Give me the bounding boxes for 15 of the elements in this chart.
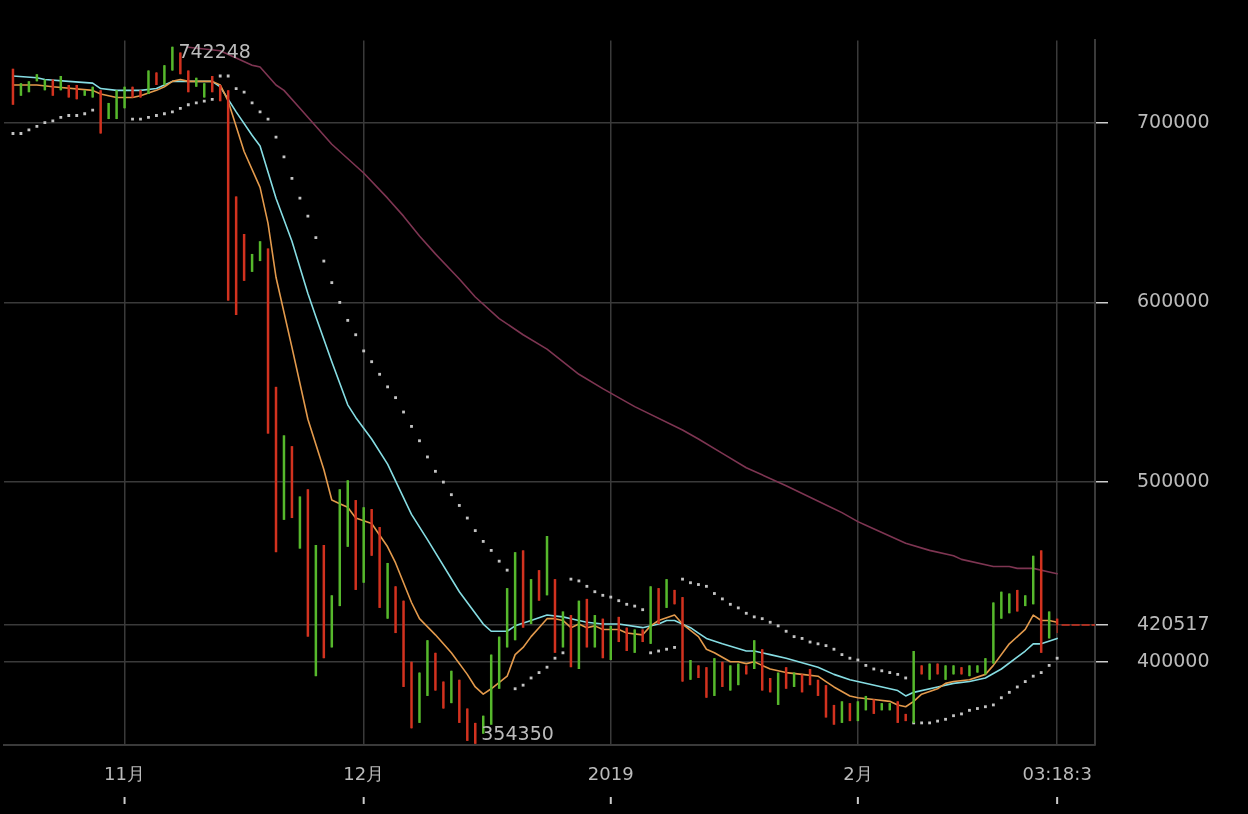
- annotation: 354350: [481, 722, 554, 745]
- x-tick-label: 11月: [104, 763, 146, 785]
- x-tick-label: 12月: [343, 763, 385, 785]
- candlestick: [633, 628, 636, 654]
- y-tick-label: 420517: [1137, 611, 1210, 634]
- x-tick-label: 2019: [587, 763, 634, 785]
- candlestick: [163, 64, 166, 86]
- candlestick: [896, 700, 899, 724]
- x-tick-label: 2月: [843, 763, 873, 785]
- y-tick-label: 400000: [1137, 648, 1210, 671]
- candlestick: [689, 659, 692, 681]
- y-tick-label: 500000: [1137, 469, 1210, 492]
- y-tick-label: 700000: [1137, 109, 1210, 132]
- y-tick-label: 600000: [1137, 289, 1210, 312]
- x-tick-label: 03:18:3: [1022, 763, 1092, 785]
